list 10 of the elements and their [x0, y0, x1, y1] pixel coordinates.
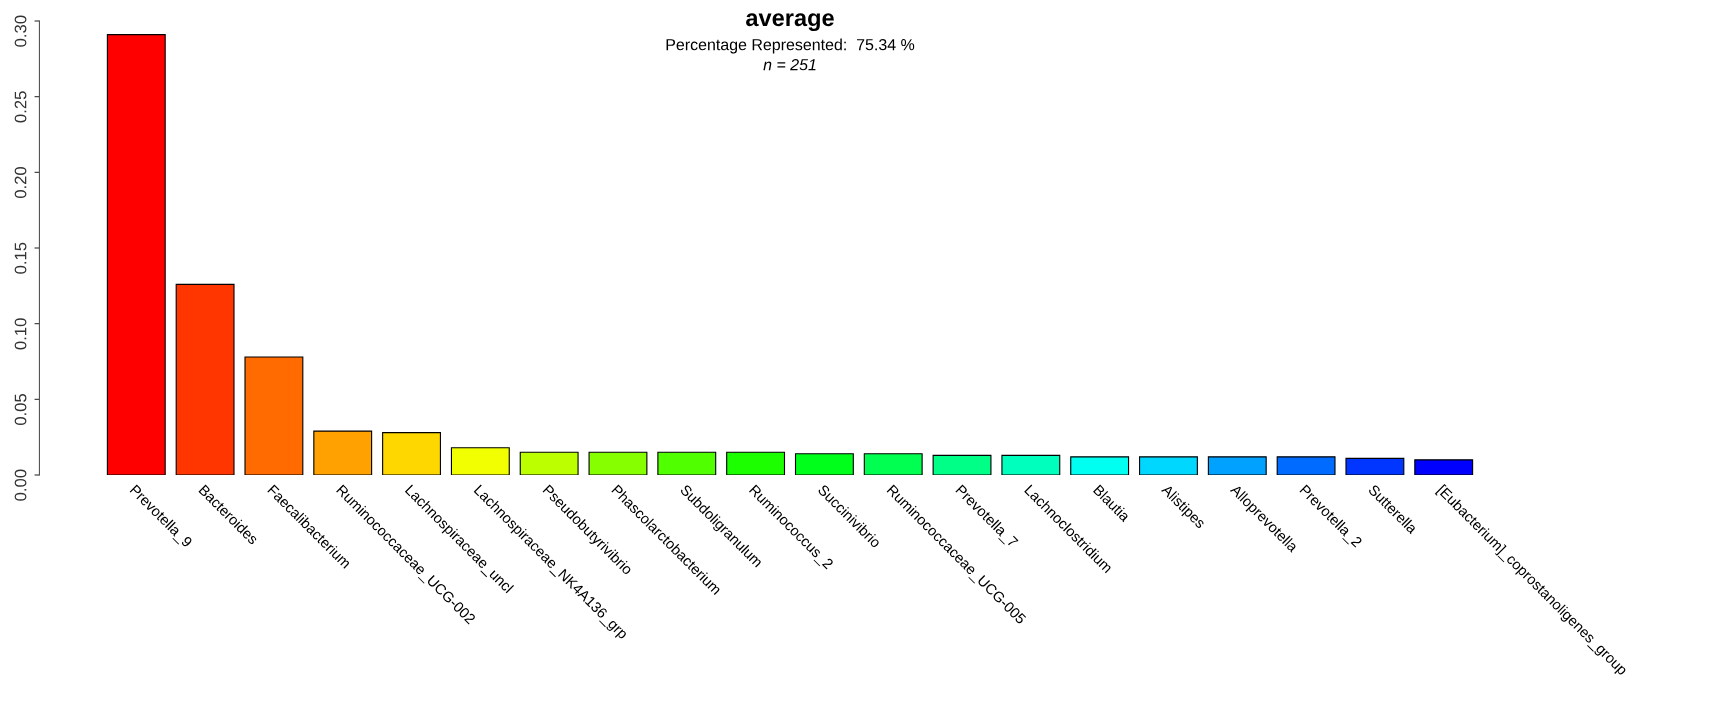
- y-tick-label: 0.10: [14, 318, 27, 350]
- y-tick-label: 0.15: [14, 242, 27, 274]
- y-tick-label: 0.30: [14, 15, 27, 47]
- chart-title: average: [746, 13, 834, 31]
- annotation: Percentage Represented: 75.34 %: [666, 38, 915, 54]
- y-tick-label: 0.25: [14, 91, 27, 123]
- y-tick-label: 0.05: [14, 393, 27, 426]
- y-tick-label: 0.20: [14, 166, 27, 199]
- y-tick-label: 0.00: [14, 469, 27, 501]
- annotation: n = 251: [763, 58, 816, 71]
